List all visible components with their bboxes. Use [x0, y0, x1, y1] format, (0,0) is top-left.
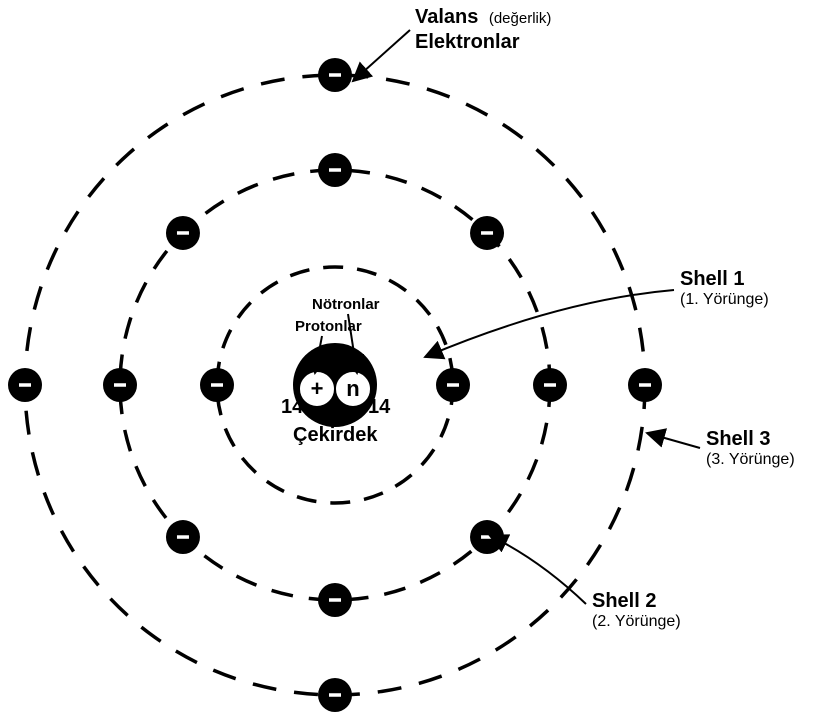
- proton-count: 14: [281, 396, 303, 419]
- diagram-svg: +n: [0, 0, 825, 719]
- arrow-shell2: [490, 536, 586, 605]
- shell3-title: Shell 3: [706, 428, 795, 451]
- neutron-count: 14: [368, 396, 390, 419]
- electron: [318, 153, 352, 187]
- valence-word: Valans: [415, 6, 478, 28]
- valence-label: Valans (değerlik) Elektronlar: [415, 6, 551, 54]
- electron: [436, 368, 470, 402]
- protons-label: Protonlar: [295, 318, 362, 335]
- shell1-title: Shell 1: [680, 268, 769, 291]
- shell2-sub: (2. Yörünge): [592, 613, 681, 631]
- valence-paren: (değerlik): [489, 10, 552, 27]
- electron: [318, 678, 352, 712]
- atom-diagram: +n Valans (değerlik) Elektronlar Nötronl…: [0, 0, 825, 719]
- electron: [200, 368, 234, 402]
- electron: [318, 583, 352, 617]
- shell1-label: Shell 1 (1. Yörünge): [680, 268, 769, 309]
- electron: [533, 368, 567, 402]
- electron: [8, 368, 42, 402]
- nucleus-title: Çekirdek: [293, 424, 378, 447]
- electron: [470, 520, 504, 554]
- shell2-label: Shell 2 (2. Yörünge): [592, 590, 681, 631]
- arrow-shell1: [425, 290, 674, 357]
- arrow-valence: [353, 30, 410, 81]
- neutrons-label: Nötronlar: [312, 296, 380, 313]
- electron: [166, 216, 200, 250]
- valence-electrons-word: Elektronlar: [415, 31, 551, 54]
- electron: [103, 368, 137, 402]
- electron: [628, 368, 662, 402]
- electron: [318, 58, 352, 92]
- neutron-symbol: n: [346, 376, 359, 401]
- shell1-sub: (1. Yörünge): [680, 291, 769, 309]
- nucleus: +n: [293, 343, 377, 427]
- shell3-label: Shell 3 (3. Yörünge): [706, 428, 795, 469]
- shell3-sub: (3. Yörünge): [706, 451, 795, 469]
- proton-symbol: +: [311, 376, 324, 401]
- electron: [166, 520, 200, 554]
- shell2-title: Shell 2: [592, 590, 681, 613]
- arrow-shell3: [647, 433, 700, 448]
- electron: [470, 216, 504, 250]
